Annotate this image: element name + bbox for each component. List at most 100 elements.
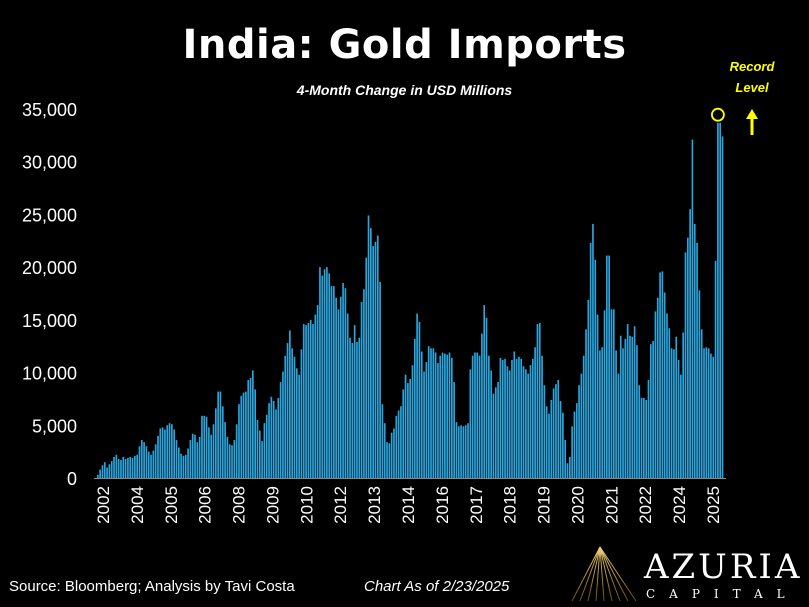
bar — [226, 436, 229, 478]
bar — [606, 255, 608, 478]
bar — [494, 387, 497, 478]
bar — [279, 382, 282, 478]
bar — [383, 423, 386, 478]
source-note: Source: Bloomberg; Analysis by Tavi Cost… — [9, 578, 295, 595]
bar — [578, 385, 580, 478]
bar — [587, 299, 590, 478]
bar — [446, 354, 449, 478]
bar — [147, 451, 150, 478]
y-tick-label: 20,000 — [22, 258, 77, 278]
bar — [483, 305, 486, 478]
bar — [619, 335, 622, 478]
bar — [457, 426, 460, 478]
bar — [696, 242, 698, 478]
bar — [441, 352, 444, 478]
bar — [538, 323, 541, 478]
bar — [536, 324, 539, 478]
bar — [175, 440, 178, 478]
bar — [485, 317, 488, 478]
x-tick-label: 2017 — [467, 486, 486, 524]
record-marker — [711, 107, 758, 135]
bar — [388, 443, 391, 478]
bar — [545, 406, 548, 478]
bar — [182, 455, 185, 478]
x-tick-label: 2005 — [162, 486, 181, 524]
bar — [541, 355, 543, 478]
chart-title: India: Gold Imports — [182, 22, 627, 68]
bar — [208, 427, 210, 478]
bar — [603, 310, 606, 478]
bar — [277, 397, 280, 478]
bar — [309, 319, 312, 478]
bar — [596, 314, 599, 478]
bar — [152, 450, 155, 478]
bar — [661, 271, 664, 478]
bar — [525, 369, 527, 478]
bar — [710, 353, 712, 478]
bar — [332, 286, 335, 478]
bar — [527, 373, 530, 478]
bar — [638, 385, 641, 478]
bar — [235, 424, 238, 478]
bar — [654, 311, 657, 478]
bar — [224, 422, 226, 478]
bar — [367, 215, 370, 479]
bar — [478, 355, 481, 478]
bar — [462, 426, 465, 478]
bar — [420, 351, 423, 478]
bar — [363, 289, 365, 478]
bar — [252, 370, 254, 478]
bar — [719, 122, 722, 479]
bar — [448, 352, 451, 478]
bar — [194, 434, 196, 478]
brand-name: AZURIA — [644, 547, 803, 587]
record-circle — [711, 107, 725, 122]
bar — [265, 414, 268, 478]
bar — [476, 352, 479, 478]
x-tick-label: 2009 — [263, 486, 282, 524]
x-axis: 2002 2004 2005 2006 2008 2009 2010 2012 2013 2014… — [94, 478, 726, 524]
bar — [562, 412, 564, 478]
bar — [575, 403, 578, 478]
bar — [115, 454, 118, 478]
bar — [342, 282, 344, 478]
bar — [328, 273, 331, 478]
bar — [492, 393, 495, 478]
bar — [323, 269, 326, 478]
bar — [154, 444, 157, 478]
bar — [497, 382, 499, 478]
bar — [298, 374, 300, 478]
bar — [376, 235, 379, 478]
azuria-capital-logo: AZURIA CAPITAL — [566, 543, 802, 603]
bar — [499, 357, 502, 478]
bar — [386, 442, 388, 478]
bar — [134, 455, 136, 478]
bar — [129, 456, 132, 478]
bar — [212, 424, 215, 478]
bar — [291, 348, 294, 478]
bar — [286, 343, 289, 478]
bar — [346, 313, 349, 478]
chart-subtitle: 4-Month Change in USD Millions — [296, 82, 513, 98]
bar — [381, 404, 384, 478]
bar — [680, 374, 682, 478]
y-tick-label: 35,000 — [22, 100, 77, 120]
bar — [501, 359, 504, 478]
bar — [566, 463, 569, 478]
bar — [335, 297, 337, 478]
bar — [610, 309, 613, 478]
bar — [555, 384, 557, 478]
x-tick-label: 2010 — [297, 486, 316, 524]
bar — [221, 406, 224, 478]
bar — [508, 370, 511, 478]
y-tick-label: 30,000 — [22, 153, 77, 173]
bar — [184, 454, 187, 478]
bar — [353, 325, 356, 478]
bar — [649, 344, 652, 478]
bar — [552, 388, 555, 478]
bar — [215, 408, 217, 478]
bar — [131, 457, 134, 478]
bar — [270, 396, 273, 478]
bar — [529, 365, 532, 478]
bar — [219, 391, 222, 478]
